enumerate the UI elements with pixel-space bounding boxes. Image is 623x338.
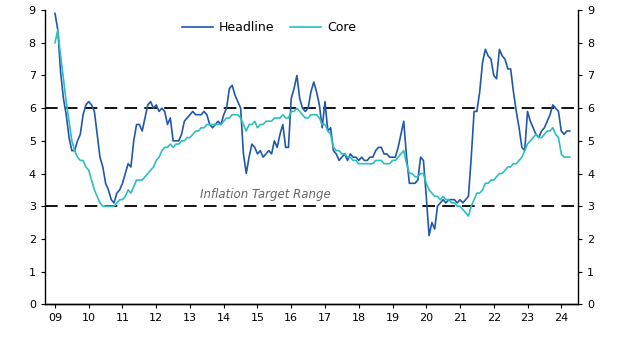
Headline — [426, 234, 433, 238]
Core — [563, 155, 571, 159]
Line: Headline: Headline — [55, 14, 569, 236]
Core — [60, 77, 67, 81]
Headline — [287, 96, 295, 100]
Headline — [251, 145, 259, 149]
Headline — [566, 129, 573, 133]
Core — [566, 155, 573, 159]
Core — [465, 214, 472, 218]
Headline — [560, 132, 568, 136]
Text: Inflation Target Range: Inflation Target Range — [200, 188, 331, 201]
Core — [54, 28, 62, 32]
Core — [290, 110, 298, 114]
Core — [51, 41, 59, 45]
Core — [229, 113, 236, 117]
Headline — [226, 87, 233, 91]
Line: Core: Core — [55, 30, 569, 216]
Legend: Headline, Core: Headline, Core — [176, 16, 361, 40]
Headline — [57, 70, 64, 74]
Headline — [51, 11, 59, 16]
Core — [558, 152, 565, 156]
Core — [254, 126, 261, 130]
Headline — [554, 110, 562, 114]
